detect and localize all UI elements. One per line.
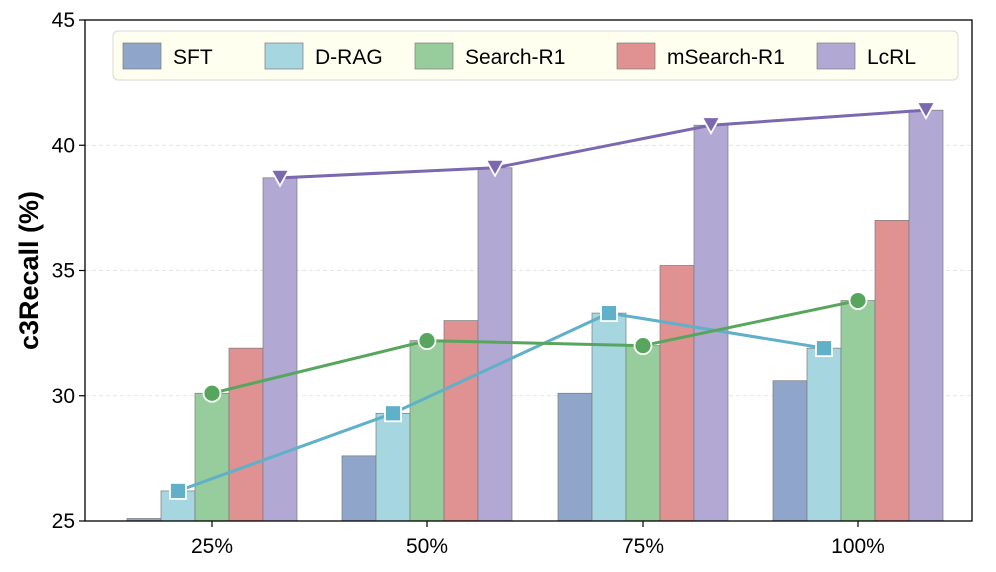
marker-search-r1-3 <box>848 291 868 310</box>
bar-search-r1-2 <box>625 345 661 522</box>
marker-search-r1-0 <box>202 383 222 403</box>
bar-msearch-r1-1 <box>443 320 479 522</box>
bar-search-r1-1 <box>409 340 445 522</box>
legend-swatch-sft <box>122 42 162 70</box>
bar-msearch-r1-0 <box>228 347 264 522</box>
marker-lcrl-3 <box>915 101 937 121</box>
trend-lines <box>169 101 937 500</box>
y-tick-label-3: 40 <box>52 134 75 157</box>
bar-lcrl-1 <box>477 167 513 522</box>
bars <box>126 109 944 522</box>
bar-sft-1 <box>341 455 377 522</box>
bar-lcrl-0 <box>262 177 298 522</box>
bar-msearch-r1-3 <box>874 220 910 522</box>
legend-box <box>112 30 959 81</box>
marker-d-rag-0 <box>169 482 187 500</box>
line-lcrl <box>279 108 927 180</box>
x-axis: 25% 50% 75% 100% <box>191 521 885 558</box>
bar-d-rag-1 <box>375 412 411 522</box>
legend-label-d-rag: D-RAG <box>315 46 383 69</box>
marker-search-r1-2 <box>633 336 653 356</box>
x-tick-label-0: 25% <box>191 535 233 558</box>
x-tick-label-3: 100% <box>831 535 885 558</box>
legend-swatch-search-r1 <box>414 42 454 70</box>
bar-sft-3 <box>772 380 808 522</box>
bar-search-r1-3 <box>840 300 876 522</box>
legend-swatch-lcrl <box>816 42 856 70</box>
legend-label-search-r1: Search-R1 <box>465 46 565 69</box>
legend-label-lcrl: LcRL <box>867 46 916 69</box>
marker-d-rag-3 <box>815 339 833 358</box>
bar-search-r1-0 <box>194 392 230 522</box>
y-tick-label-0: 25 <box>52 510 75 533</box>
legend-swatch-d-rag <box>264 42 304 70</box>
marker-d-rag-2 <box>600 304 618 322</box>
y-tick-label-2: 35 <box>52 260 75 283</box>
marker-d-rag-1 <box>384 404 402 423</box>
legend: SFT D-RAG Search-R1 mSearch-R1 LcRL <box>112 30 959 81</box>
bar-sft-2 <box>557 392 593 522</box>
marker-lcrl-1 <box>484 158 506 178</box>
x-tick-label-2: 75% <box>622 535 664 558</box>
bar-d-rag-3 <box>806 347 842 522</box>
y-axis: 25 30 35 40 45 <box>52 9 85 533</box>
y-tick-label-4: 45 <box>52 9 75 32</box>
line-search-r1 <box>211 299 859 395</box>
legend-label-sft: SFT <box>173 46 213 69</box>
bar-msearch-r1-2 <box>659 265 695 522</box>
bar-lcrl-3 <box>908 109 944 522</box>
legend-label-msearch-r1: mSearch-R1 <box>667 46 785 69</box>
x-tick-label-1: 50% <box>406 535 448 558</box>
legend-swatch-msearch-r1 <box>616 42 656 70</box>
y-tick-label-1: 30 <box>52 385 75 408</box>
bar-lcrl-2 <box>693 124 729 522</box>
bar-d-rag-2 <box>591 312 627 522</box>
y-axis-label: c3Recall (%) <box>14 191 44 350</box>
marker-lcrl-0 <box>269 168 291 188</box>
marker-lcrl-2 <box>700 116 722 136</box>
marker-search-r1-1 <box>417 331 437 351</box>
